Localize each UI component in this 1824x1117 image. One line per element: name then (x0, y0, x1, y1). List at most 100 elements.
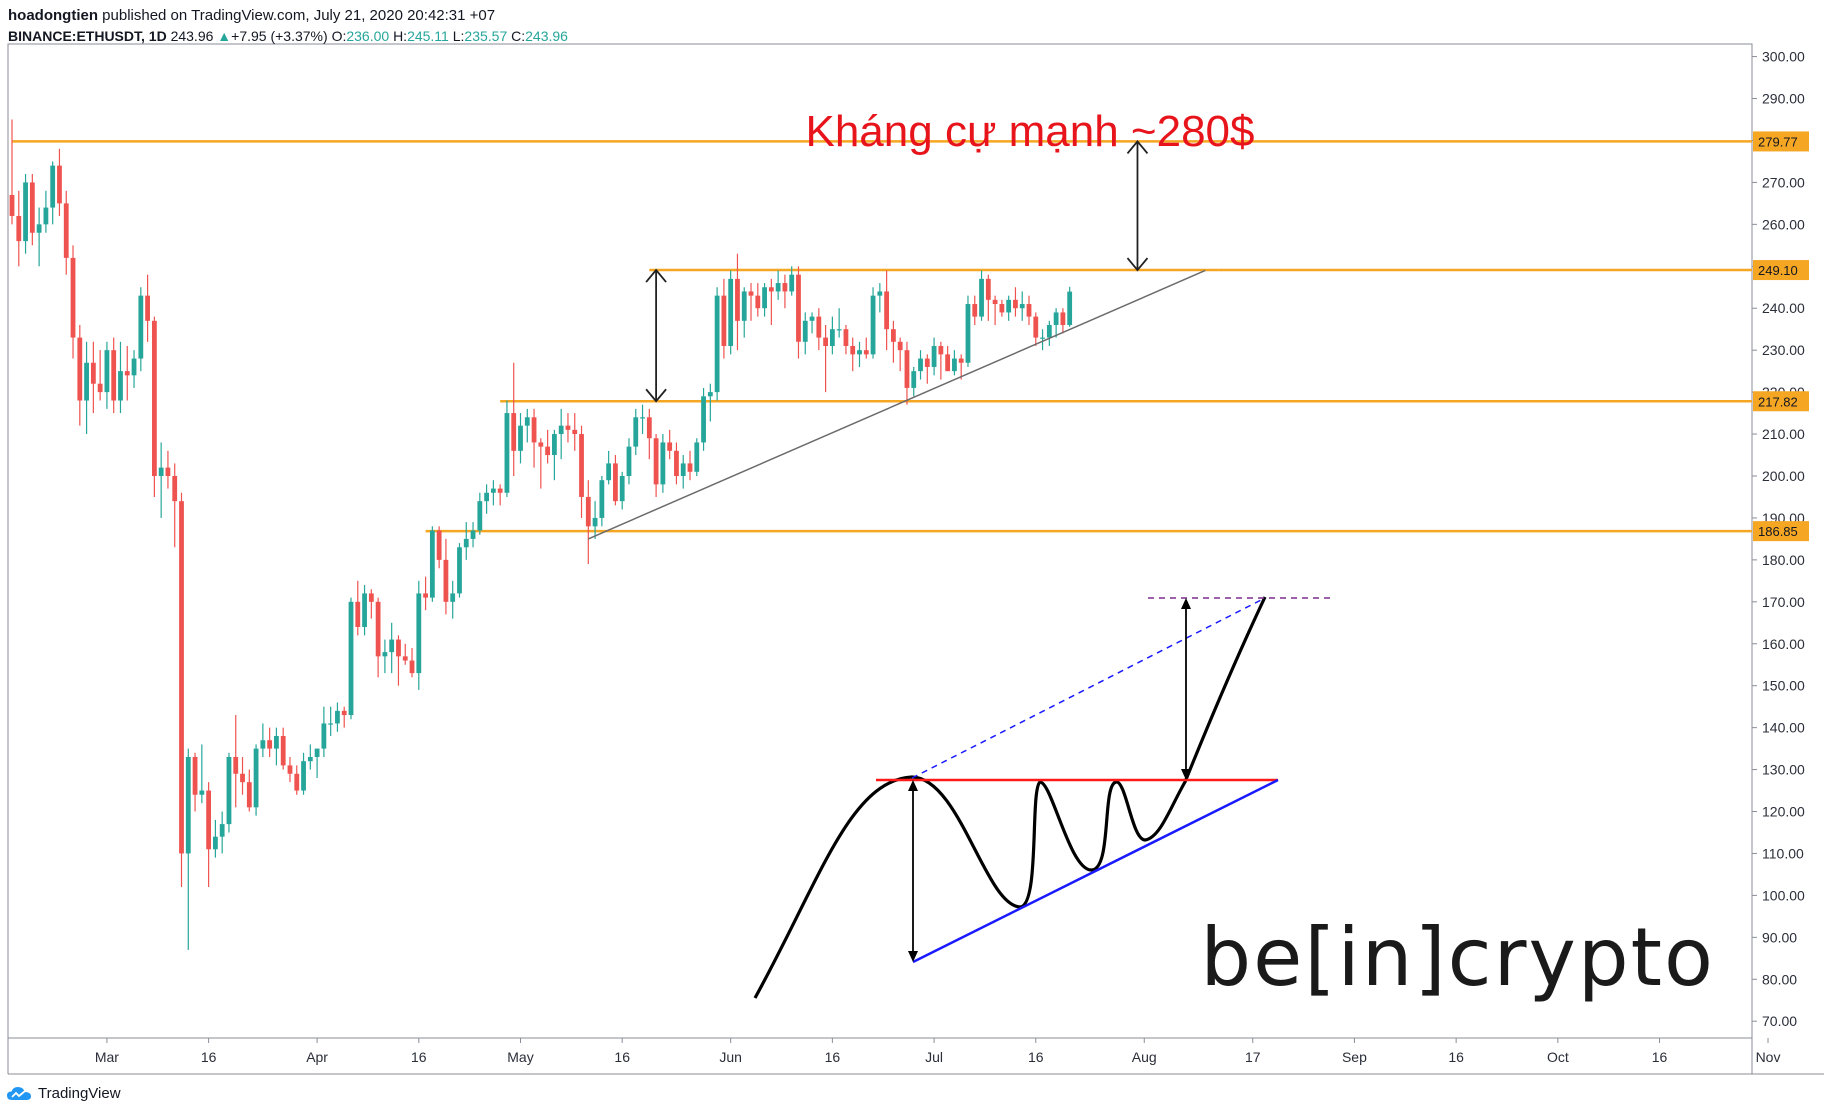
candle[interactable] (355, 580, 361, 636)
candle[interactable] (518, 413, 523, 464)
candle[interactable] (233, 715, 239, 808)
candle[interactable] (897, 337, 903, 372)
candle[interactable] (402, 643, 408, 665)
candle[interactable] (185, 748, 191, 950)
candle[interactable] (457, 543, 462, 598)
candle[interactable] (118, 341, 123, 414)
candle[interactable] (253, 744, 259, 816)
candle[interactable] (328, 706, 334, 737)
candle[interactable] (63, 190, 69, 275)
candle[interactable] (619, 471, 625, 510)
candle[interactable] (694, 438, 700, 476)
candle[interactable] (992, 295, 998, 326)
candle[interactable] (307, 744, 313, 770)
candle[interactable] (979, 270, 984, 321)
candle[interactable] (829, 316, 835, 355)
candle[interactable] (552, 429, 557, 481)
candle[interactable] (952, 350, 957, 376)
candle[interactable] (443, 538, 449, 615)
candle[interactable] (368, 589, 374, 619)
candle[interactable] (755, 283, 761, 317)
candle[interactable] (836, 308, 842, 338)
candle[interactable] (124, 345, 130, 401)
candle[interactable] (789, 266, 795, 296)
candle[interactable] (735, 253, 740, 351)
candle[interactable] (165, 450, 171, 489)
ascending-trendline[interactable] (588, 269, 1206, 540)
candle[interactable] (280, 727, 286, 770)
candle[interactable] (362, 585, 367, 636)
candle[interactable] (707, 383, 713, 422)
candle[interactable] (585, 480, 591, 565)
candle[interactable] (131, 350, 137, 388)
candle[interactable] (70, 245, 76, 359)
candle[interactable] (972, 295, 978, 326)
candle[interactable] (1046, 320, 1052, 346)
candle[interactable] (335, 702, 340, 732)
candle[interactable] (891, 320, 896, 363)
candle[interactable] (599, 475, 605, 527)
candle[interactable] (1040, 329, 1045, 351)
candle[interactable] (416, 580, 422, 690)
candle[interactable] (579, 425, 584, 518)
candle[interactable] (741, 287, 747, 338)
candle[interactable] (565, 413, 571, 443)
candle[interactable] (463, 522, 469, 560)
candle[interactable] (396, 635, 401, 686)
candle[interactable] (206, 782, 212, 888)
candle[interactable] (1060, 308, 1066, 334)
candle[interactable] (999, 299, 1005, 317)
candle[interactable] (613, 455, 618, 506)
candle[interactable] (511, 362, 517, 476)
candle[interactable] (274, 727, 279, 766)
candle[interactable] (674, 442, 679, 485)
candle[interactable] (606, 450, 612, 485)
candle[interactable] (321, 706, 327, 757)
candle[interactable] (145, 274, 150, 342)
candle[interactable] (497, 484, 503, 506)
candle[interactable] (104, 341, 110, 409)
candle[interactable] (429, 526, 435, 602)
candle[interactable] (524, 408, 530, 443)
candle[interactable] (1019, 291, 1025, 321)
candle[interactable] (1013, 287, 1018, 317)
candle[interactable] (762, 283, 767, 317)
candle[interactable] (687, 450, 693, 481)
candle[interactable] (884, 270, 890, 351)
candle[interactable] (985, 274, 991, 321)
candle[interactable] (667, 429, 673, 460)
candle[interactable] (375, 597, 381, 678)
publisher-name[interactable]: hoadongtien (8, 7, 98, 24)
candle[interactable] (57, 148, 62, 216)
candle[interactable] (348, 597, 354, 720)
plot-area[interactable] (7, 43, 1753, 1039)
candle[interactable] (158, 442, 164, 518)
candle[interactable] (924, 354, 930, 384)
candle[interactable] (504, 400, 510, 497)
candle[interactable] (97, 350, 103, 401)
candle[interactable] (1033, 312, 1039, 346)
candle[interactable] (850, 337, 856, 372)
candle[interactable] (870, 287, 876, 359)
candle[interactable] (199, 744, 205, 804)
candle[interactable] (802, 312, 808, 355)
candle[interactable] (111, 337, 117, 414)
candle[interactable] (267, 727, 273, 757)
candle[interactable] (728, 270, 734, 355)
candle[interactable] (294, 765, 300, 795)
candle[interactable] (701, 387, 706, 451)
candle[interactable] (796, 266, 801, 359)
candle[interactable] (809, 312, 815, 334)
candle[interactable] (545, 429, 551, 464)
candle[interactable] (945, 345, 951, 372)
candle[interactable] (409, 647, 415, 678)
range-height-arrow[interactable] (645, 268, 667, 403)
candle[interactable] (863, 337, 869, 359)
candle[interactable] (823, 325, 828, 393)
candle[interactable] (260, 723, 266, 757)
candle[interactable] (240, 756, 245, 795)
candle[interactable] (1006, 295, 1012, 321)
candle[interactable] (660, 434, 666, 493)
candle[interactable] (626, 438, 632, 485)
